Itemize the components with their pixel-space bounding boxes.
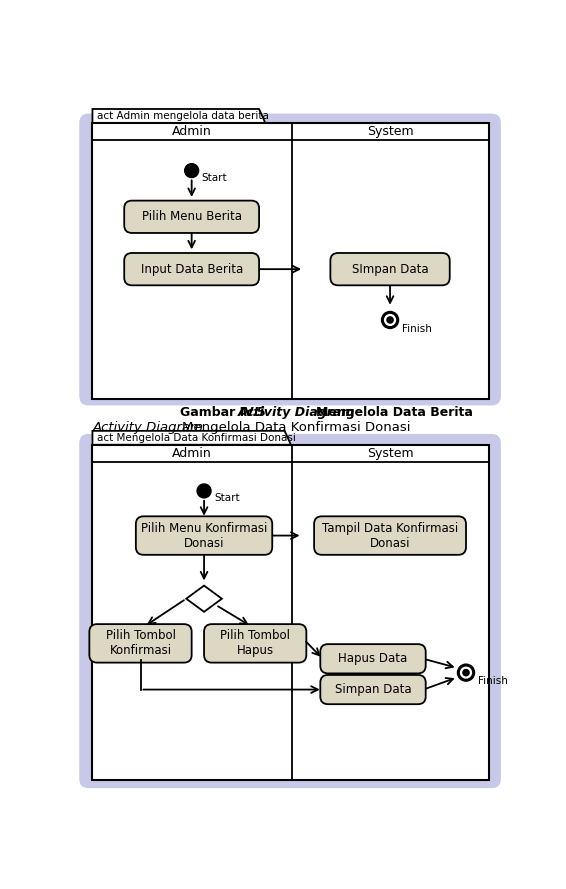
Circle shape (387, 316, 393, 323)
Circle shape (463, 669, 469, 676)
Text: Mengelola Data Konfirmasi Donasi: Mengelola Data Konfirmasi Donasi (182, 420, 410, 434)
FancyBboxPatch shape (124, 201, 259, 233)
Polygon shape (186, 586, 222, 612)
FancyBboxPatch shape (79, 114, 501, 405)
Text: Admin: Admin (172, 124, 212, 138)
Circle shape (457, 664, 474, 681)
Text: Start: Start (201, 172, 228, 182)
Text: Admin: Admin (172, 446, 212, 460)
Polygon shape (92, 109, 265, 123)
Polygon shape (92, 431, 291, 444)
Circle shape (185, 164, 199, 178)
Circle shape (381, 311, 398, 328)
Text: Finish: Finish (478, 677, 508, 686)
Text: Activity Diagram: Activity Diagram (238, 406, 360, 419)
Text: Pilih Tombol
Konfirmasi: Pilih Tombol Konfirmasi (105, 629, 175, 657)
FancyBboxPatch shape (79, 434, 501, 789)
Text: System: System (367, 446, 414, 460)
Text: Activity Diagram: Activity Diagram (92, 420, 208, 434)
FancyBboxPatch shape (320, 675, 426, 704)
Bar (92, 444, 489, 781)
Text: System: System (367, 124, 414, 138)
Text: Tampil Data Konfirmasi
Donasi: Tampil Data Konfirmasi Donasi (322, 522, 458, 549)
Text: Input Data Berita: Input Data Berita (140, 262, 243, 276)
Text: Pilih Tombol
Hapus: Pilih Tombol Hapus (220, 629, 290, 657)
Text: Finish: Finish (402, 324, 431, 333)
Text: Gambar IV.5: Gambar IV.5 (180, 406, 270, 419)
Text: Hapus Data: Hapus Data (338, 653, 408, 665)
FancyBboxPatch shape (124, 253, 259, 285)
FancyBboxPatch shape (204, 624, 306, 662)
FancyBboxPatch shape (314, 517, 466, 555)
Circle shape (385, 315, 396, 325)
Circle shape (197, 484, 211, 498)
Text: act Admin mengelola data berita: act Admin mengelola data berita (97, 111, 269, 121)
Text: Simpan Data: Simpan Data (335, 683, 411, 696)
Bar (92, 123, 489, 398)
Text: Mengelola Data Berita: Mengelola Data Berita (316, 406, 473, 419)
FancyBboxPatch shape (89, 624, 192, 662)
Text: act Mengelola Data Konfirmasi Donasi: act Mengelola Data Konfirmasi Donasi (97, 433, 296, 443)
Text: Pilih Menu Berita: Pilih Menu Berita (142, 211, 242, 223)
Text: Pilih Menu Konfirmasi
Donasi: Pilih Menu Konfirmasi Donasi (141, 522, 267, 549)
Circle shape (461, 668, 471, 678)
FancyBboxPatch shape (331, 253, 450, 285)
Text: SImpan Data: SImpan Data (351, 262, 428, 276)
FancyBboxPatch shape (320, 645, 426, 673)
Text: Start: Start (214, 493, 240, 503)
FancyBboxPatch shape (136, 517, 272, 555)
